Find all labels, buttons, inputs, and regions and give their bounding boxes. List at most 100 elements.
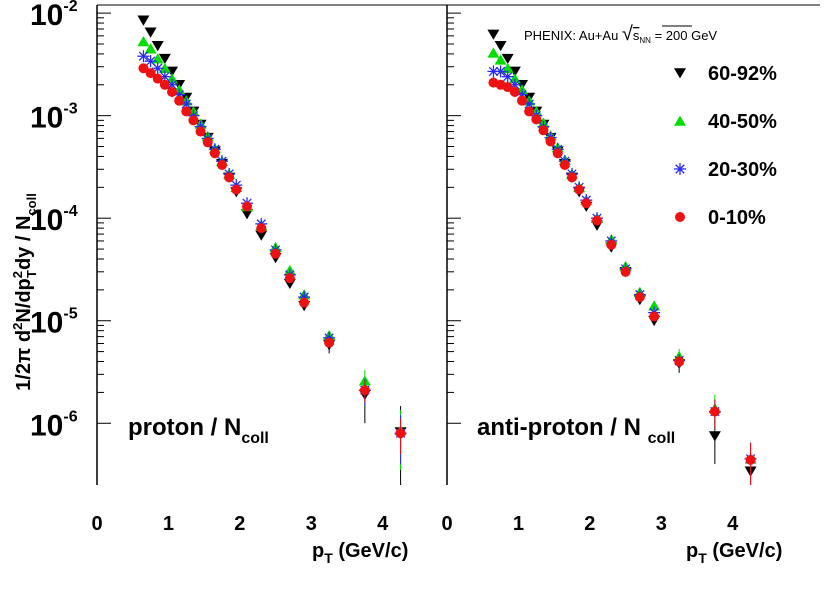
y-tick-base: 10 [30, 102, 63, 135]
y-title-c: N/dp [13, 278, 35, 322]
data-point [620, 266, 631, 277]
x-tick-label: 1 [163, 513, 174, 535]
data-points-proton [97, 12, 407, 485]
x-tick-label: 0 [91, 513, 102, 535]
panel-label-sub: coll [648, 430, 676, 447]
data-point [137, 15, 150, 26]
y-tick-exponent: -3 [63, 101, 77, 118]
x-title-rest: (GeV/c) [707, 540, 783, 562]
data-point [224, 172, 235, 183]
x-tick-labels-proton: 0 1 2 3 4 [91, 513, 389, 535]
x-tick-label: 2 [234, 513, 245, 535]
y-tick-label: 10-6 [30, 408, 78, 442]
y-title-pi: π [13, 348, 35, 363]
data-point [188, 115, 199, 126]
data-point [552, 148, 563, 159]
y-tick-base: 10 [30, 0, 63, 32]
data-point [581, 198, 592, 209]
y-tick-base: 10 [30, 307, 63, 340]
data-point [501, 62, 514, 74]
data-point [242, 201, 252, 212]
x-tick-label: 4 [727, 513, 739, 535]
y-tick-label: 10-2 [30, 0, 78, 32]
x-tick-label: 3 [306, 513, 317, 535]
y-tick-exponent: -6 [63, 408, 77, 425]
y-title-a: 1/2 [13, 363, 35, 391]
data-point [538, 125, 549, 136]
x-axis-title-antiproton: pT (GeV/c) [686, 540, 782, 566]
data-point [209, 148, 220, 159]
y-tick-base: 10 [30, 204, 63, 237]
y-title-sup2: 2 [10, 271, 25, 278]
y-tick-exponent: -5 [63, 306, 77, 323]
x-tick-label: 1 [513, 513, 524, 535]
y-title-d: dy / N [13, 216, 35, 270]
y-axis-title: 1/2π d2N/dp2Tdy / Ncoll [10, 193, 39, 391]
data-point [195, 126, 206, 137]
data-point [708, 431, 721, 442]
data-point [508, 66, 521, 77]
legend-marker [675, 212, 685, 222]
data-point [494, 54, 507, 65]
y-title-sub3: coll [24, 193, 39, 215]
x-axis-title-proton: pT (GeV/c) [312, 540, 408, 566]
experiment-label: PHENIX: Au+Au √sNN = 200 GeV [524, 23, 717, 45]
data-point [181, 106, 192, 117]
panel-label-sub: coll [241, 430, 269, 447]
data-point [395, 428, 406, 439]
y-tick-label: 10-4 [30, 203, 78, 237]
legend-entry: 60-92% [674, 63, 777, 85]
data-point [517, 95, 527, 106]
experiment-label-b: = 200 GeV [651, 28, 717, 43]
data-point [284, 273, 295, 284]
legend-label: 0-10% [708, 207, 766, 229]
y-title-b: d [13, 330, 35, 348]
data-point [151, 62, 164, 75]
data-point [574, 184, 585, 195]
x-title-p: p [686, 540, 698, 562]
legend-label: 40-50% [708, 111, 777, 133]
data-point [151, 41, 164, 52]
legend-label: 60-92% [708, 63, 777, 85]
experiment-label-a: PHENIX: Au+Au [524, 28, 622, 43]
data-point [174, 95, 185, 106]
data-point [167, 87, 177, 98]
x-tick-label: 4 [377, 513, 389, 535]
x-tick-labels-antiproton: 0 1 2 3 4 [441, 513, 739, 535]
panel-antiproton: 0 1 2 3 4 anti-proton / N coll pT (GeV/c) PH… [441, 12, 782, 566]
y-tick-labels: 10-210-310-410-510-6 [30, 0, 78, 442]
legend-marker [674, 68, 686, 79]
y-title-sub2: T [24, 270, 39, 278]
series-0-10% [138, 63, 406, 455]
x-title-p: p [312, 540, 324, 562]
legend-entry: 0-10% [675, 207, 766, 229]
legend-entry: 20-30% [674, 159, 777, 181]
data-point [159, 79, 170, 90]
panel-label-main: proton / N [128, 414, 241, 441]
x-title-rest: (GeV/c) [333, 540, 409, 562]
data-point [152, 73, 163, 84]
data-point [567, 172, 577, 183]
data-point [137, 35, 150, 47]
data-point [648, 300, 661, 311]
legend-marker [674, 115, 686, 126]
data-point [158, 53, 171, 65]
data-point [166, 66, 178, 77]
data-point [144, 27, 157, 38]
y-tick-label: 10-5 [30, 306, 78, 340]
data-point [144, 55, 157, 68]
data-point [202, 137, 213, 148]
experiment-label-s: s [633, 28, 640, 43]
y-tick-exponent: -4 [63, 203, 77, 220]
data-points-antiproton [447, 12, 757, 485]
legend: 60-92% 40-50% 20-30% 0-10% [674, 63, 777, 229]
data-point [509, 87, 520, 98]
y-tick-exponent: -2 [63, 0, 77, 15]
data-point [144, 43, 157, 54]
sqrt-symbol: √ [622, 23, 633, 45]
data-point [545, 136, 556, 147]
data-point [137, 50, 150, 63]
data-point [634, 292, 645, 303]
data-point [145, 68, 156, 79]
